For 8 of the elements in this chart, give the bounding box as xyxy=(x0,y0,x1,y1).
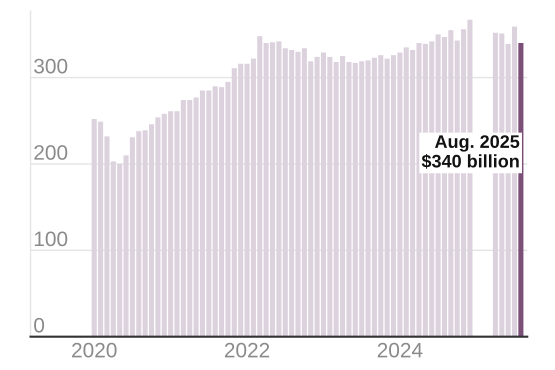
x-tick-label: 2020 xyxy=(72,342,117,358)
x-tick-label: 2024 xyxy=(378,342,422,358)
annotation: Aug. 2025 $340 billion xyxy=(422,135,520,169)
y-tick-label: 100 xyxy=(34,231,68,246)
y-tick-label: 200 xyxy=(34,145,68,160)
y-tick-label: 300 xyxy=(34,58,68,74)
x-tick-label: 2022 xyxy=(224,342,270,358)
y-tick-label: 0 xyxy=(34,318,44,333)
